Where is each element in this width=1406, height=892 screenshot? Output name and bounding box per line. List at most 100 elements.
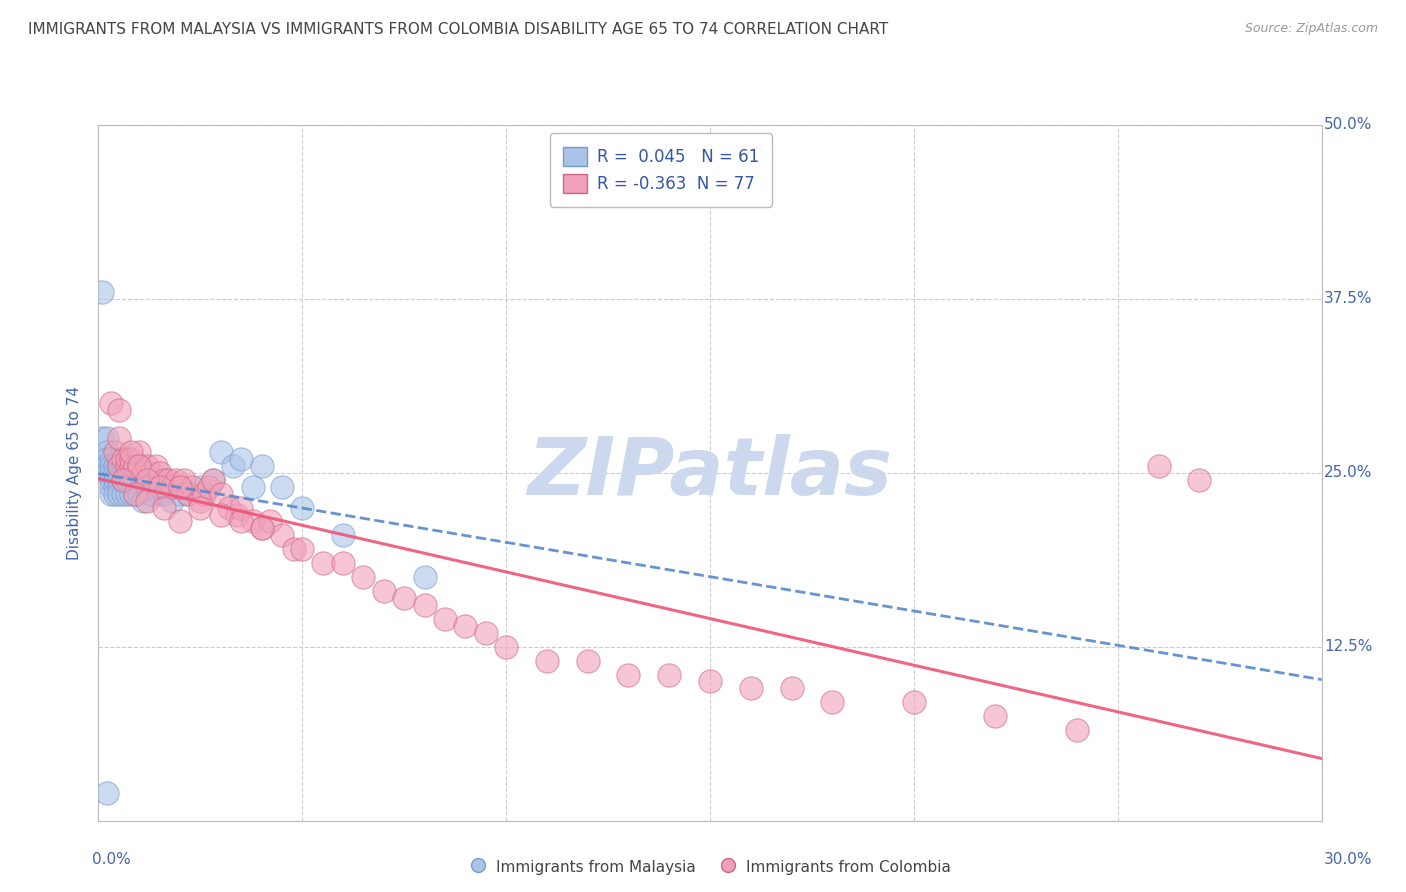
Text: 30.0%: 30.0% — [1324, 852, 1372, 867]
Point — [1066, 723, 1088, 738]
Point — [250, 458, 273, 473]
Point — [115, 451, 138, 466]
Point — [984, 709, 1007, 723]
Point — [104, 486, 127, 500]
Point — [115, 458, 138, 473]
Point — [111, 466, 134, 480]
Text: 50.0%: 50.0% — [1324, 118, 1372, 132]
Point — [141, 486, 163, 500]
Point — [100, 458, 122, 473]
Point — [152, 486, 174, 500]
Point — [128, 445, 150, 459]
Point — [128, 458, 150, 473]
Point — [111, 486, 134, 500]
Point — [104, 466, 127, 480]
Point — [145, 458, 167, 473]
Point — [250, 521, 273, 535]
Point — [169, 515, 191, 529]
Point — [104, 473, 127, 487]
Point — [108, 486, 131, 500]
Point — [108, 473, 131, 487]
Point — [209, 508, 232, 522]
Point — [136, 493, 159, 508]
Point — [132, 466, 155, 480]
Point — [160, 480, 183, 494]
Point — [111, 473, 134, 487]
Point — [104, 458, 127, 473]
Point — [115, 486, 138, 500]
Point — [197, 480, 219, 494]
Point — [169, 480, 191, 494]
Text: IMMIGRANTS FROM MALAYSIA VS IMMIGRANTS FROM COLOMBIA DISABILITY AGE 65 TO 74 COR: IMMIGRANTS FROM MALAYSIA VS IMMIGRANTS F… — [28, 22, 889, 37]
Point — [149, 480, 172, 494]
Point — [740, 681, 762, 696]
Point — [160, 493, 183, 508]
Point — [120, 451, 142, 466]
Point — [152, 500, 174, 515]
Point — [392, 591, 416, 605]
Point — [136, 473, 159, 487]
Text: Source: ZipAtlas.com: Source: ZipAtlas.com — [1244, 22, 1378, 36]
Point — [193, 486, 215, 500]
Point — [100, 466, 122, 480]
Point — [132, 493, 155, 508]
Point — [124, 486, 146, 500]
Point — [124, 486, 146, 500]
Point — [120, 445, 142, 459]
Point — [100, 473, 122, 487]
Point — [250, 521, 273, 535]
Point — [124, 458, 146, 473]
Point — [96, 786, 118, 800]
Point — [226, 508, 249, 522]
Point — [222, 458, 245, 473]
Point — [104, 445, 127, 459]
Point — [201, 473, 224, 487]
Text: 12.5%: 12.5% — [1324, 640, 1372, 654]
Point — [149, 486, 172, 500]
Point — [108, 403, 131, 417]
Point — [474, 625, 498, 640]
Point — [100, 486, 122, 500]
Point — [658, 667, 681, 681]
Point — [141, 466, 163, 480]
Text: 25.0%: 25.0% — [1324, 466, 1372, 480]
Point — [96, 466, 118, 480]
Point — [1147, 458, 1170, 473]
Point — [124, 473, 146, 487]
Point — [128, 466, 150, 480]
Point — [1188, 473, 1211, 487]
Point — [120, 458, 142, 473]
Point — [270, 480, 294, 494]
Point — [434, 612, 457, 626]
Point — [96, 431, 118, 445]
Point — [821, 695, 844, 709]
Text: 37.5%: 37.5% — [1324, 292, 1372, 306]
Point — [201, 473, 224, 487]
Point — [115, 466, 138, 480]
Point — [165, 473, 187, 487]
Point — [100, 480, 122, 494]
Point — [413, 570, 436, 584]
Point — [218, 500, 240, 515]
Point — [91, 285, 114, 299]
Point — [283, 542, 305, 557]
Point — [352, 570, 374, 584]
Point — [495, 640, 517, 654]
Point — [100, 396, 122, 410]
Point — [120, 473, 142, 487]
Point — [576, 654, 599, 668]
Point — [169, 480, 191, 494]
Point — [188, 493, 212, 508]
Point — [108, 480, 131, 494]
Point — [169, 486, 191, 500]
Point — [242, 480, 264, 494]
Point — [156, 473, 179, 487]
Point — [291, 542, 314, 557]
Point — [209, 445, 232, 459]
Point — [454, 619, 477, 633]
Point — [96, 451, 118, 466]
Point — [132, 473, 155, 487]
Point — [188, 500, 212, 515]
Point — [181, 480, 204, 494]
Point — [108, 466, 131, 480]
